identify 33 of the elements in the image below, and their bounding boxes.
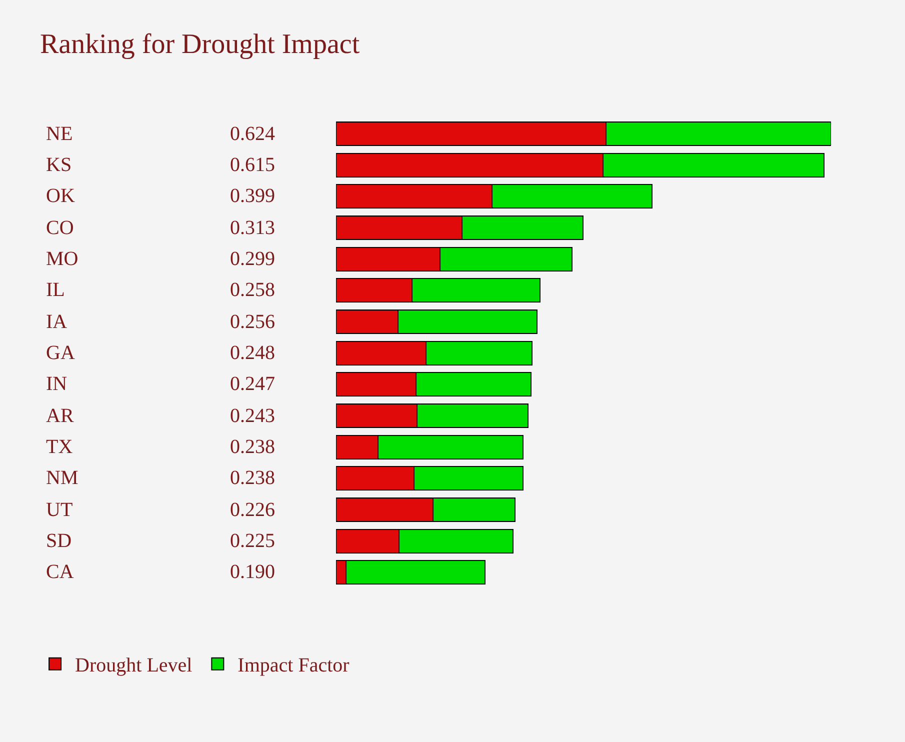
y-tick-label: KS (46, 154, 72, 176)
text: 0.248 (230, 342, 275, 364)
text: 0.226 (230, 499, 275, 521)
text: 0.247 (230, 373, 275, 395)
y-tick-label: OK (46, 185, 76, 207)
text: 0.258 (230, 279, 275, 301)
y-tick-label: SD (46, 530, 72, 552)
text: 0.615 (230, 154, 275, 176)
text: 0.190 (230, 561, 275, 583)
legend-label: Impact Factor (238, 654, 350, 677)
text: 0.299 (230, 248, 275, 270)
text: 0.238 (230, 467, 275, 489)
y-tick-label: UT (46, 499, 73, 521)
text: 0.624 (230, 123, 275, 145)
text: 0.238 (230, 436, 275, 458)
y-tick-label: IN (46, 373, 68, 395)
text: 0.225 (230, 530, 275, 552)
y-tick-label: IL (46, 279, 65, 301)
y-tick-label: AR (46, 405, 74, 427)
legend-label: Drought Level (75, 654, 193, 677)
y-tick-label: IA (46, 311, 68, 333)
y-tick-label: NE (46, 123, 73, 145)
y-tick-label: NM (46, 467, 78, 489)
text: 0.313 (230, 217, 275, 239)
text: 0.256 (230, 311, 275, 333)
y-tick-label: CO (46, 217, 74, 239)
y-tick-label: MO (46, 248, 78, 270)
text: 0.399 (230, 185, 275, 207)
chart-title: Ranking for Drought Impact (40, 28, 360, 60)
text: 0.243 (230, 405, 275, 427)
y-tick-label: GA (46, 342, 76, 364)
y-tick-label: CA (46, 561, 74, 583)
y-tick-label: TX (46, 436, 74, 458)
